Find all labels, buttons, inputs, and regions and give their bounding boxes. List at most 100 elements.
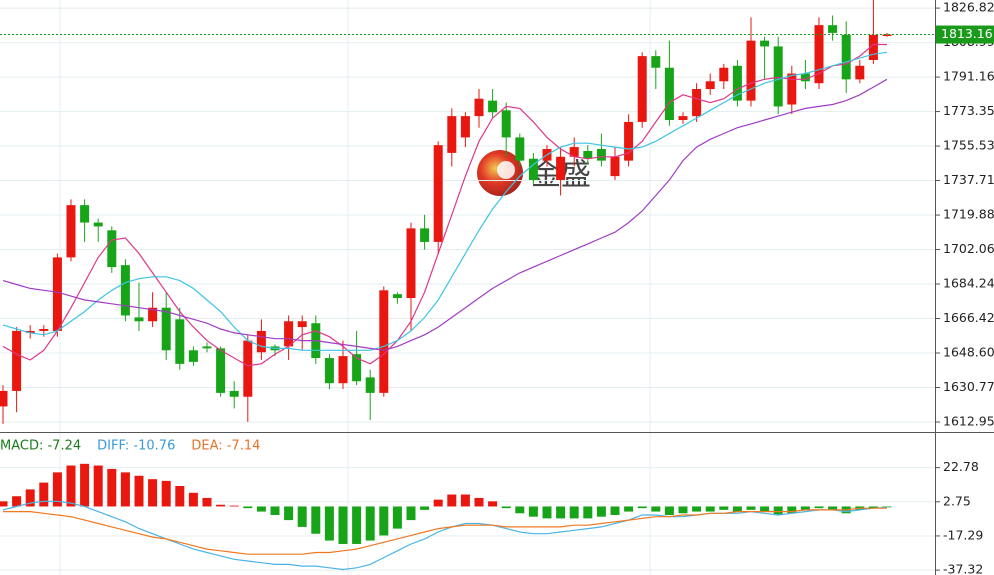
watermark: 金盛 xyxy=(477,150,591,196)
candle-body xyxy=(678,116,688,120)
candle-body xyxy=(392,294,402,299)
candle-body xyxy=(39,329,49,331)
candle-body xyxy=(882,34,892,37)
candle-body xyxy=(175,319,185,364)
candle-body xyxy=(229,390,239,397)
macd-bar xyxy=(583,506,593,519)
macd-bar xyxy=(488,501,498,507)
macd-bar xyxy=(692,506,702,512)
macd-bar xyxy=(746,506,756,510)
candle-body xyxy=(637,56,647,122)
candle-body xyxy=(379,290,389,393)
macd-bar xyxy=(39,482,49,507)
y-tick-label: 1684.24 xyxy=(943,276,994,291)
macd-bar xyxy=(433,499,443,507)
macd-bar xyxy=(610,506,620,515)
indicator-label: DEA: -7.14 xyxy=(191,439,260,454)
candle-body xyxy=(664,67,674,120)
macd-bar xyxy=(596,506,606,517)
macd-bar xyxy=(556,506,566,519)
macd-line xyxy=(2,500,888,571)
candle-body xyxy=(161,307,171,351)
macd-bar xyxy=(868,506,878,509)
candle-body xyxy=(705,81,715,90)
candle-body xyxy=(12,330,22,391)
candle-body xyxy=(93,222,103,227)
candle-body xyxy=(501,110,511,138)
candle-body xyxy=(596,149,606,161)
candle-body xyxy=(855,65,865,80)
macd-bar xyxy=(828,506,838,510)
candle-body xyxy=(134,317,144,322)
macd-bar xyxy=(134,475,144,507)
candle-body xyxy=(338,356,348,384)
macd-bar xyxy=(202,497,212,507)
macd-bar xyxy=(406,506,416,521)
candle-body xyxy=(0,390,8,407)
candle-body xyxy=(746,40,756,101)
macd-bar xyxy=(379,506,389,536)
macd-bar xyxy=(719,506,729,510)
candle-body xyxy=(773,46,783,107)
candle-body xyxy=(352,354,362,382)
y-tick-label: 1791.16 xyxy=(943,69,994,84)
last-price-label: 1813.16 xyxy=(941,26,993,41)
macd-bar xyxy=(52,472,62,507)
candle-body xyxy=(692,89,702,117)
macd-bar xyxy=(148,479,158,507)
y-tick-label: 1612.95 xyxy=(943,414,994,429)
macd-bar xyxy=(256,506,266,512)
macd-bar xyxy=(732,506,742,512)
y-tick-label: 1773.35 xyxy=(943,103,994,118)
candle-body xyxy=(732,65,742,101)
macd-bar xyxy=(651,506,661,512)
macd-bar xyxy=(338,506,348,544)
candle-body xyxy=(583,150,593,159)
y-tick-label: 1719.88 xyxy=(943,207,994,222)
candle-body xyxy=(719,67,729,82)
candle-body xyxy=(25,330,35,333)
moving-average xyxy=(2,78,888,351)
y-tick-label: 1702.06 xyxy=(943,241,994,256)
candle-body xyxy=(284,321,294,347)
macd-bar xyxy=(0,501,8,507)
candle-body xyxy=(651,56,661,68)
candle-body xyxy=(556,156,566,180)
candle-body xyxy=(297,321,307,328)
macd-bar xyxy=(12,496,22,507)
candle-body xyxy=(66,205,76,258)
y-tick-label: 1666.42 xyxy=(943,310,994,325)
indicator-label: MACD: -7.24 xyxy=(0,439,81,454)
y-tick-label: -37.32 xyxy=(943,562,983,575)
macd-bar xyxy=(120,472,130,507)
macd-bar xyxy=(637,506,647,509)
candle-body xyxy=(515,137,525,161)
macd-bar xyxy=(800,506,810,510)
macd-bar xyxy=(80,463,90,507)
logo-inner xyxy=(497,161,515,179)
candle-body xyxy=(120,265,130,316)
macd-bar xyxy=(460,494,470,507)
macd-bar xyxy=(787,506,797,514)
y-tick-label: 2.75 xyxy=(943,493,971,508)
candle-body xyxy=(256,330,266,353)
candle-body xyxy=(569,147,579,157)
y-tick-label: 1630.77 xyxy=(943,379,994,394)
axis: 1826.821808.991791.161773.351755.531737.… xyxy=(935,0,994,575)
moving-average xyxy=(2,51,888,351)
macd-bar xyxy=(270,506,280,515)
macd-bar xyxy=(773,506,783,515)
candle-body xyxy=(107,230,117,268)
candle-body xyxy=(828,25,838,33)
macd-bar xyxy=(66,465,76,507)
macd-bar xyxy=(243,506,253,509)
macd-bar xyxy=(175,486,185,507)
candle-body xyxy=(610,156,620,177)
last-price-box xyxy=(936,25,994,44)
candle-body xyxy=(365,377,375,393)
candle-body xyxy=(460,116,470,138)
candle-body xyxy=(148,307,158,322)
macd-bar xyxy=(569,506,579,519)
macd-bar xyxy=(352,506,362,544)
macd-bar xyxy=(311,506,321,534)
